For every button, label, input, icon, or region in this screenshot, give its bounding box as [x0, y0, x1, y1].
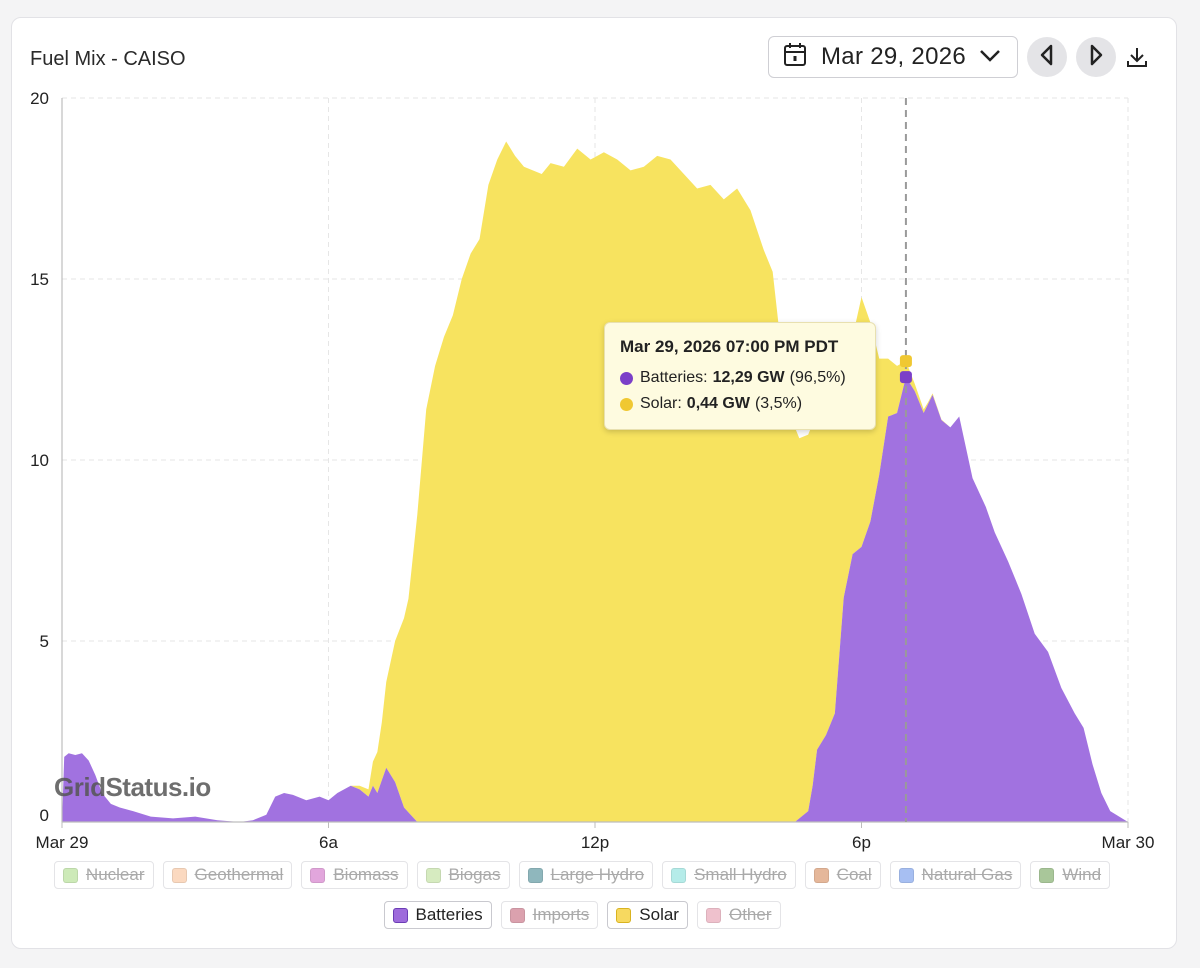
tooltip-row-value: 12,29 GW	[712, 369, 785, 386]
legend-swatch	[392, 907, 408, 923]
legend-label: Biomass	[333, 865, 399, 884]
solar-dot-icon	[620, 397, 633, 411]
legend-swatch	[527, 867, 543, 883]
legend-swatch	[1039, 867, 1055, 883]
legend-label: Solar	[639, 905, 679, 924]
solar-area	[62, 141, 1128, 822]
date-text: Mar 29, 2026	[821, 43, 967, 70]
tooltip-row-pct: (96,5%)	[789, 369, 846, 386]
legend-item-small-hydro[interactable]: Small Hydro	[662, 861, 796, 889]
tooltip-row-batteries: Batteries: 12,29 GW (96,5%)	[620, 365, 875, 391]
legend-swatch	[671, 867, 687, 883]
y-tick-label: 10	[30, 451, 49, 470]
legend-swatch	[62, 867, 78, 883]
batteries-hover-marker	[899, 371, 912, 384]
legend-swatch	[898, 867, 914, 883]
legend-item-coal[interactable]: Coal	[804, 861, 881, 889]
hover-tooltip: Mar 29, 2026 07:00 PM PDT Batteries: 12,…	[604, 322, 876, 430]
chevron-right-icon	[1088, 44, 1104, 71]
legend-swatch	[171, 867, 187, 883]
chevron-left-icon	[1039, 44, 1055, 71]
batteries-area	[62, 377, 1128, 822]
solar-hover-marker	[899, 355, 912, 368]
legend-label: Geothermal	[194, 865, 284, 884]
legend-item-natural-gas[interactable]: Natural Gas	[889, 861, 1022, 889]
area-series	[62, 141, 1128, 822]
tooltip-row-pct: (3,5%)	[754, 395, 803, 412]
batteries-dot-icon	[620, 371, 633, 385]
tooltip-title: Mar 29, 2026 07:00 PM PDT	[620, 337, 839, 356]
legend-label: Natural Gas	[921, 865, 1013, 884]
legend-item-other[interactable]: Other	[696, 901, 781, 929]
legend-row: Batteries Imports Solar Other	[0, 901, 1164, 929]
legend-item-geothermal[interactable]: Geothermal	[162, 861, 293, 889]
y-tick-label: 20	[30, 89, 49, 108]
calendar-icon	[783, 42, 807, 73]
legend-label: Small Hydro	[694, 865, 787, 884]
legend-item-wind[interactable]: Wind	[1030, 861, 1111, 889]
x-tick-label: 12p	[581, 833, 609, 852]
legend-swatch	[813, 867, 829, 883]
date-picker[interactable]: Mar 29, 2026	[768, 36, 1018, 78]
legend-swatch	[616, 907, 632, 923]
chevron-down-icon	[979, 49, 1001, 68]
previous-day-button[interactable]	[1027, 37, 1067, 77]
watermark-logo: GridStatus.io	[54, 772, 211, 802]
x-tick-label: 6p	[852, 833, 871, 852]
legend-item-large-hydro[interactable]: Large Hydro	[518, 861, 654, 889]
legend-label: Large Hydro	[550, 865, 645, 884]
legend-label: Imports	[532, 905, 590, 924]
download-icon	[1126, 48, 1148, 72]
y-tick-label: 15	[30, 270, 49, 289]
download-button[interactable]	[1126, 46, 1148, 73]
legend-item-imports[interactable]: Imports	[500, 901, 599, 929]
legend-label: Biogas	[448, 865, 501, 884]
next-day-button[interactable]	[1076, 37, 1116, 77]
legend-swatch	[705, 907, 721, 923]
legend-label: Batteries	[415, 905, 483, 924]
tooltip-row-value: 0,44 GW	[686, 395, 750, 412]
legend-item-solar[interactable]: Solar	[607, 901, 688, 929]
legend-item-batteries[interactable]: Batteries	[383, 901, 492, 929]
legend-label: Other	[728, 905, 772, 924]
tooltip-row-name: Solar:	[640, 395, 682, 412]
legend-swatch	[310, 867, 326, 883]
axes: 0 5 10 15 20 Mar 29 6a 12p 6p Mar 30	[30, 89, 1154, 852]
legend-swatch	[509, 907, 525, 923]
y-tick-label: 0	[40, 806, 49, 825]
x-tick-label: 6a	[319, 833, 338, 852]
legend-item-biogas[interactable]: Biogas	[416, 861, 510, 889]
x-tick-label: Mar 29	[36, 833, 89, 852]
chart-title: Fuel Mix - CAISO	[30, 48, 186, 70]
legend-label: Nuclear	[85, 865, 145, 884]
legend-label: Coal	[836, 865, 872, 884]
x-tick-label: Mar 30	[1102, 833, 1155, 852]
legend-item-nuclear[interactable]: Nuclear	[53, 861, 154, 889]
legend-label: Wind	[1062, 865, 1102, 884]
tooltip-row-name: Batteries:	[640, 369, 708, 386]
legend-item-biomass[interactable]: Biomass	[301, 861, 408, 889]
legend-swatch	[425, 867, 441, 883]
legend-row: Nuclear Geothermal Biomass Biogas Large Hydr…	[0, 861, 1164, 889]
tooltip-row-solar: Solar: 0,44 GW (3,5%)	[620, 391, 875, 417]
y-tick-label: 5	[40, 632, 49, 651]
